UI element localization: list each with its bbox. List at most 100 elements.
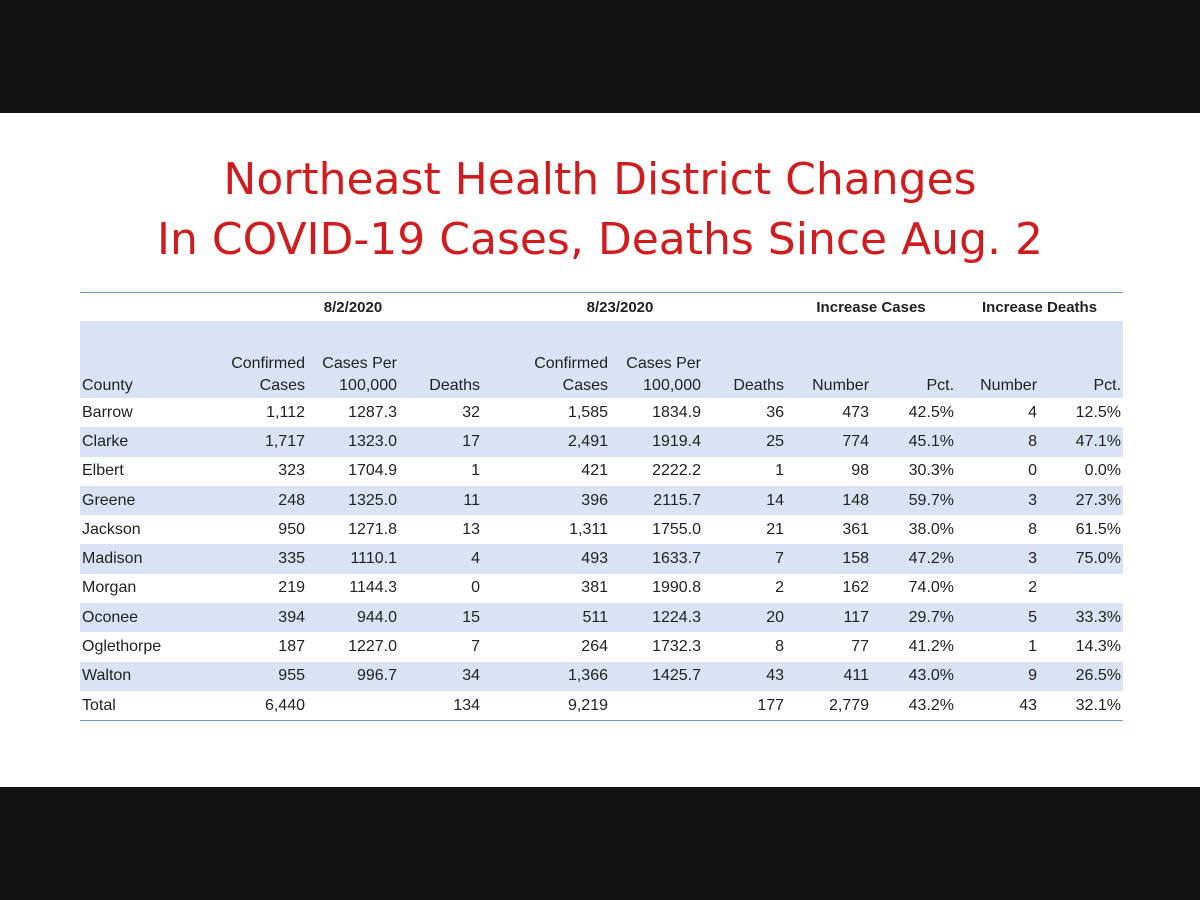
cell-cases-per-100k-aug23: 1755.0: [652, 520, 701, 538]
cell-increase-cases-number: 361: [842, 520, 870, 538]
cell-deaths-aug23: 25: [703, 427, 787, 457]
cell-confirmed-cases-aug2: 950: [278, 520, 305, 538]
cell-cases-per-100k-aug2: 996.7: [307, 661, 399, 691]
cell-confirmed-cases-aug2: 955: [206, 661, 307, 691]
table-row: Greene 248 1325.0 11 396 2115.7 14 148 59.7% 3 27.…: [80, 485, 1124, 516]
title-line-2: In COVID-19 Cases, Deaths Since Aug. 2: [157, 214, 1043, 265]
cell-cases-per-100k-aug23: 2115.7: [610, 485, 703, 516]
cell-increase-deaths-number: 5: [956, 603, 1040, 633]
cell-deaths-aug23: 43: [703, 661, 787, 691]
cell-increase-cases-number: 162: [842, 579, 870, 597]
cell-increase-cases-pct: 43.0%: [871, 661, 957, 691]
cell-cases-per-100k-aug23: 2222.2: [652, 462, 701, 480]
cell-increase-cases-number: 774: [786, 427, 872, 457]
table-row: Oglethorpe 187 1227.0 7 264 1732.3 8 77 41.2% 1 14…: [80, 632, 1123, 661]
cell-increase-deaths-number: 1: [1028, 638, 1038, 656]
cell-confirmed-cases-aug2: 219: [278, 579, 305, 597]
cell-increase-deaths-number: 8: [1028, 520, 1038, 538]
cell-confirmed-cases-aug23: 421: [581, 462, 608, 480]
header-increase-deaths-number: Number: [956, 321, 1040, 398]
cell-confirmed-cases-aug2: 323: [278, 462, 305, 480]
cell-county: Madison: [80, 544, 206, 574]
cell-increase-cases-pct: 45.1%: [871, 427, 957, 457]
table-row: Elbert 323 1704.9 1 421 2222.2 1 98 30.3% 0 0.0%: [80, 457, 1123, 486]
cell-increase-cases-pct: 43.2%: [908, 696, 955, 714]
cell-increase-cases-number: 473: [842, 403, 870, 421]
group-header-increase-deaths: Increase Deaths: [981, 298, 1098, 316]
cell-confirmed-cases-aug23: 493: [482, 544, 610, 574]
header-confirmed-cases-aug2: Confirmed Cases: [206, 321, 307, 398]
cell-confirmed-cases-aug2: 335: [206, 544, 307, 574]
cell-deaths-aug23: 14: [703, 485, 787, 516]
cell-increase-deaths-pct: [1039, 574, 1123, 603]
cell-increase-cases-pct: 42.5%: [908, 403, 955, 421]
cell-increase-cases-number: 2,779: [828, 696, 870, 714]
title-line-1: Northeast Health District Changes: [223, 154, 977, 205]
cell-county: Jackson: [82, 520, 141, 538]
header-cases-per-100k-aug23: Cases Per 100,000: [610, 321, 703, 398]
cell-county: Morgan: [82, 579, 137, 597]
cell-increase-cases-pct: 41.2%: [908, 638, 955, 656]
table-row: Walton 955 996.7 34 1,366 1425.7 43 411 43.0% 9 26…: [80, 661, 1124, 691]
cell-deaths-aug2: 34: [399, 661, 482, 691]
cell-cases-per-100k-aug2: 1704.9: [348, 462, 397, 480]
cell-cases-per-100k-aug23: 1990.8: [652, 579, 701, 597]
cell-confirmed-cases-aug2: 248: [206, 485, 307, 516]
table-row: Jackson 950 1271.8 13 1,311 1755.0 21 361 38.0% 8…: [80, 515, 1123, 544]
group-header-increase-cases: Increase Cases: [816, 298, 926, 316]
cell-cases-per-100k-aug2: 1325.0: [307, 485, 399, 516]
cell-cases-per-100k-aug23: 1633.7: [610, 544, 703, 574]
cell-deaths-aug2: 13: [462, 520, 480, 538]
cell-confirmed-cases-aug2: 6,440: [264, 696, 305, 714]
cell-increase-deaths-number: 43: [1019, 696, 1038, 714]
header-increase-cases-pct: Pct.: [871, 321, 957, 398]
cell-cases-per-100k-aug2: 1110.1: [307, 544, 399, 574]
cell-increase-deaths-pct: 75.0%: [1039, 544, 1124, 574]
cell-county: Oconee: [80, 603, 206, 633]
header-increase-cases-number: Number: [786, 321, 872, 398]
cell-cases-per-100k-aug23: 1224.3: [610, 603, 703, 633]
cell-increase-cases-number: 117: [786, 603, 872, 633]
cell-deaths-aug2: 134: [453, 696, 480, 714]
cell-deaths-aug23: 2: [775, 579, 785, 597]
cell-county: Greene: [80, 485, 206, 516]
cell-county: Clarke: [80, 427, 206, 457]
cell-deaths-aug23: 8: [775, 638, 785, 656]
cell-cases-per-100k-aug2: 1323.0: [307, 427, 399, 457]
cell-increase-deaths-pct: 33.3%: [1039, 603, 1124, 633]
cell-deaths-aug23: 7: [703, 544, 787, 574]
cell-increase-deaths-pct: 27.3%: [1039, 485, 1124, 516]
cell-confirmed-cases-aug23: 381: [581, 579, 608, 597]
cell-deaths-aug2: 7: [471, 638, 480, 656]
cell-deaths-aug23: 177: [757, 696, 785, 714]
cell-confirmed-cases-aug23: 2,491: [482, 427, 610, 457]
cell-deaths-aug2: 17: [399, 427, 482, 457]
cell-increase-deaths-number: 9: [956, 661, 1040, 691]
cell-confirmed-cases-aug2: 187: [278, 638, 305, 656]
header-confirmed-cases-aug23: Confirmed Cases: [482, 321, 610, 398]
cell-increase-deaths-number: 8: [956, 427, 1040, 457]
cell-deaths-aug2: 1: [471, 462, 480, 480]
cell-increase-cases-pct: 47.2%: [871, 544, 957, 574]
group-header-aug2: 8/2/2020: [323, 298, 383, 316]
header-county: County: [80, 321, 206, 398]
cell-cases-per-100k-aug2: 1271.8: [348, 520, 397, 538]
cell-cases-per-100k-aug2: 944.0: [307, 603, 399, 633]
table-row: Barrow 1,112 1287.3 32 1,585 1834.9 36 473 42.5%…: [80, 398, 1123, 427]
cell-county: Walton: [80, 661, 206, 691]
cell-county: Elbert: [82, 462, 124, 480]
cell-increase-cases-number: 148: [786, 485, 872, 516]
cell-deaths-aug23: 21: [766, 520, 785, 538]
cell-confirmed-cases-aug23: 511: [482, 603, 610, 633]
cell-increase-cases-number: 411: [786, 661, 872, 691]
cell-confirmed-cases-aug23: 1,366: [482, 661, 610, 691]
cell-increase-deaths-number: 3: [956, 544, 1040, 574]
cell-increase-cases-pct: 74.0%: [908, 579, 955, 597]
cell-increase-deaths-number: 0: [1028, 462, 1038, 480]
cell-deaths-aug2: 4: [399, 544, 482, 574]
cell-increase-cases-number: 158: [786, 544, 872, 574]
cell-cases-per-100k-aug2: 1227.0: [348, 638, 397, 656]
table-row: Clarke 1,717 1323.0 17 2,491 1919.4 25 774 45.1%…: [80, 427, 1124, 457]
cell-increase-deaths-pct: 14.3%: [1075, 638, 1122, 656]
cell-increase-cases-number: 98: [851, 462, 870, 480]
